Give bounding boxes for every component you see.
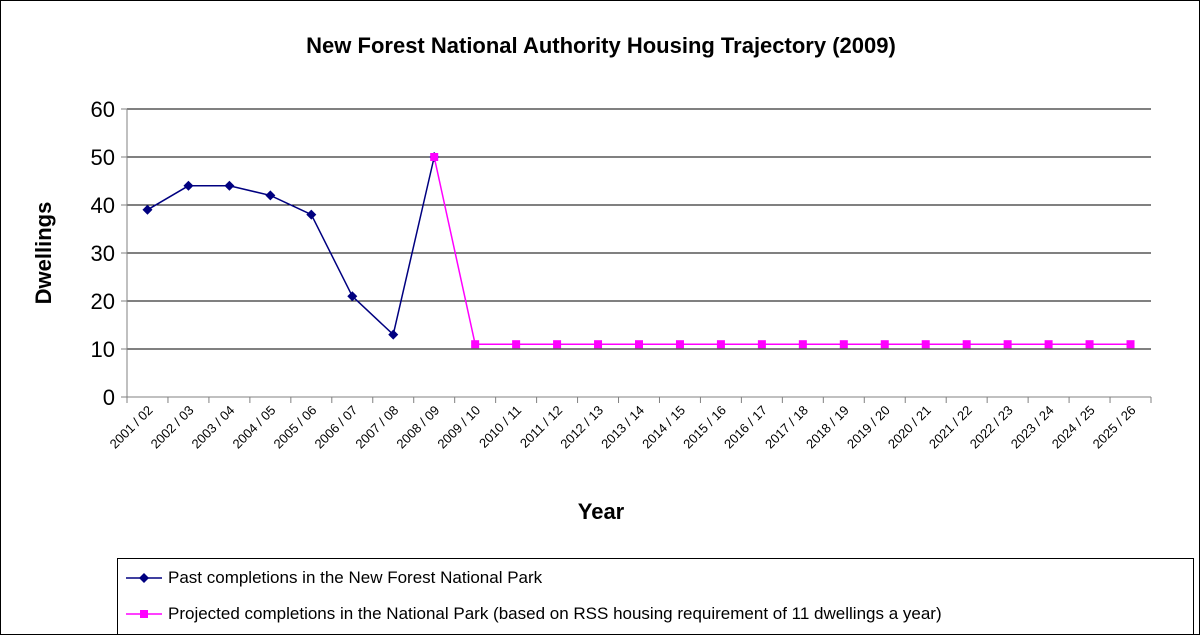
data-point	[921, 340, 930, 349]
x-tick-label: 2014 / 15	[639, 403, 688, 452]
data-point	[757, 340, 766, 349]
data-point	[962, 340, 971, 349]
x-tick-label: 2020 / 21	[885, 403, 934, 452]
x-tick-label: 2005 / 06	[270, 403, 319, 452]
series-line-0	[147, 156, 435, 337]
x-tick-label: 2011 / 12	[517, 403, 565, 451]
data-point	[798, 340, 807, 349]
y-tick-label: 10	[91, 337, 115, 362]
x-tick-label: 2004 / 05	[230, 403, 279, 452]
data-point	[635, 340, 643, 349]
x-tick-label: 2021 / 22	[926, 403, 975, 452]
data-point	[1126, 340, 1135, 349]
data-point	[265, 190, 276, 201]
chart-title: New Forest National Authority Housing Tr…	[306, 33, 896, 58]
data-point	[224, 180, 235, 191]
y-tick-label: 60	[91, 97, 115, 122]
data-point	[880, 340, 889, 349]
data-point	[388, 329, 399, 340]
y-tick-label: 20	[91, 289, 115, 314]
data-point	[716, 340, 725, 349]
data-point	[471, 340, 480, 349]
x-axis-title: Year	[578, 499, 625, 524]
x-tick-label: 2009 / 10	[434, 403, 483, 452]
data-point	[347, 291, 358, 302]
x-tick-label: 2003 / 04	[189, 403, 238, 452]
legend-entry-projected: Projected completions in the National Pa…	[124, 599, 942, 629]
x-tick-label: 2017 / 18	[762, 403, 811, 452]
data-point	[675, 340, 684, 349]
x-tick-label: 2016 / 17	[721, 403, 770, 452]
series-lines	[142, 152, 1135, 349]
x-tick-label: 2024 / 25	[1049, 403, 1098, 452]
data-point	[594, 340, 603, 349]
x-tick-label: 2015 / 16	[680, 403, 729, 452]
legend-label-projected: Projected completions in the National Pa…	[168, 604, 942, 623]
data-point	[553, 340, 562, 349]
x-tick-label: 2008 / 09	[393, 403, 442, 452]
x-tick-label: 2022 / 23	[967, 403, 1016, 452]
data-point	[512, 340, 521, 349]
data-point	[839, 340, 848, 349]
y-tick-label: 30	[91, 241, 115, 266]
legend-swatch-past	[126, 573, 162, 583]
y-tick-label: 50	[91, 145, 115, 170]
data-point	[430, 153, 439, 161]
x-tick-label: 2025 / 26	[1090, 403, 1139, 452]
x-tick-label: 2007 / 08	[352, 403, 401, 452]
x-tick-label: 2002 / 03	[148, 403, 197, 452]
x-tick-label: 2018 / 19	[803, 403, 852, 452]
gridlines	[127, 108, 1151, 350]
data-point	[183, 180, 194, 191]
x-tick-label: 2023 / 24	[1008, 403, 1057, 452]
series-line-1	[433, 156, 1131, 345]
axes	[121, 108, 1152, 403]
legend-label-past: Past completions in the New Forest Natio…	[168, 568, 543, 587]
x-tick-label: 2019 / 20	[844, 403, 893, 452]
legend-entry-past: Past completions in the New Forest Natio…	[124, 563, 542, 593]
data-point	[306, 209, 317, 220]
legend: Past completions in the New Forest Natio…	[117, 558, 1194, 635]
data-point	[1003, 340, 1012, 349]
x-tick-label: 2012 / 13	[557, 403, 606, 452]
data-point	[142, 204, 153, 215]
data-point	[1085, 340, 1094, 349]
y-tick-label: 0	[103, 385, 115, 410]
x-tick-label: 2013 / 14	[598, 403, 647, 452]
x-tick-label: 2010 / 11	[476, 403, 524, 451]
data-point	[1044, 340, 1053, 349]
y-tick-labels: 0 10 20 30 40 50 60	[91, 97, 115, 410]
legend-swatch-projected	[126, 610, 162, 618]
y-tick-label: 40	[91, 193, 115, 218]
chart-canvas: New Forest National Authority Housing Tr…	[31, 33, 1152, 524]
y-axis-title: Dwellings	[31, 202, 56, 305]
x-tick-label: 2006 / 07	[311, 403, 360, 452]
